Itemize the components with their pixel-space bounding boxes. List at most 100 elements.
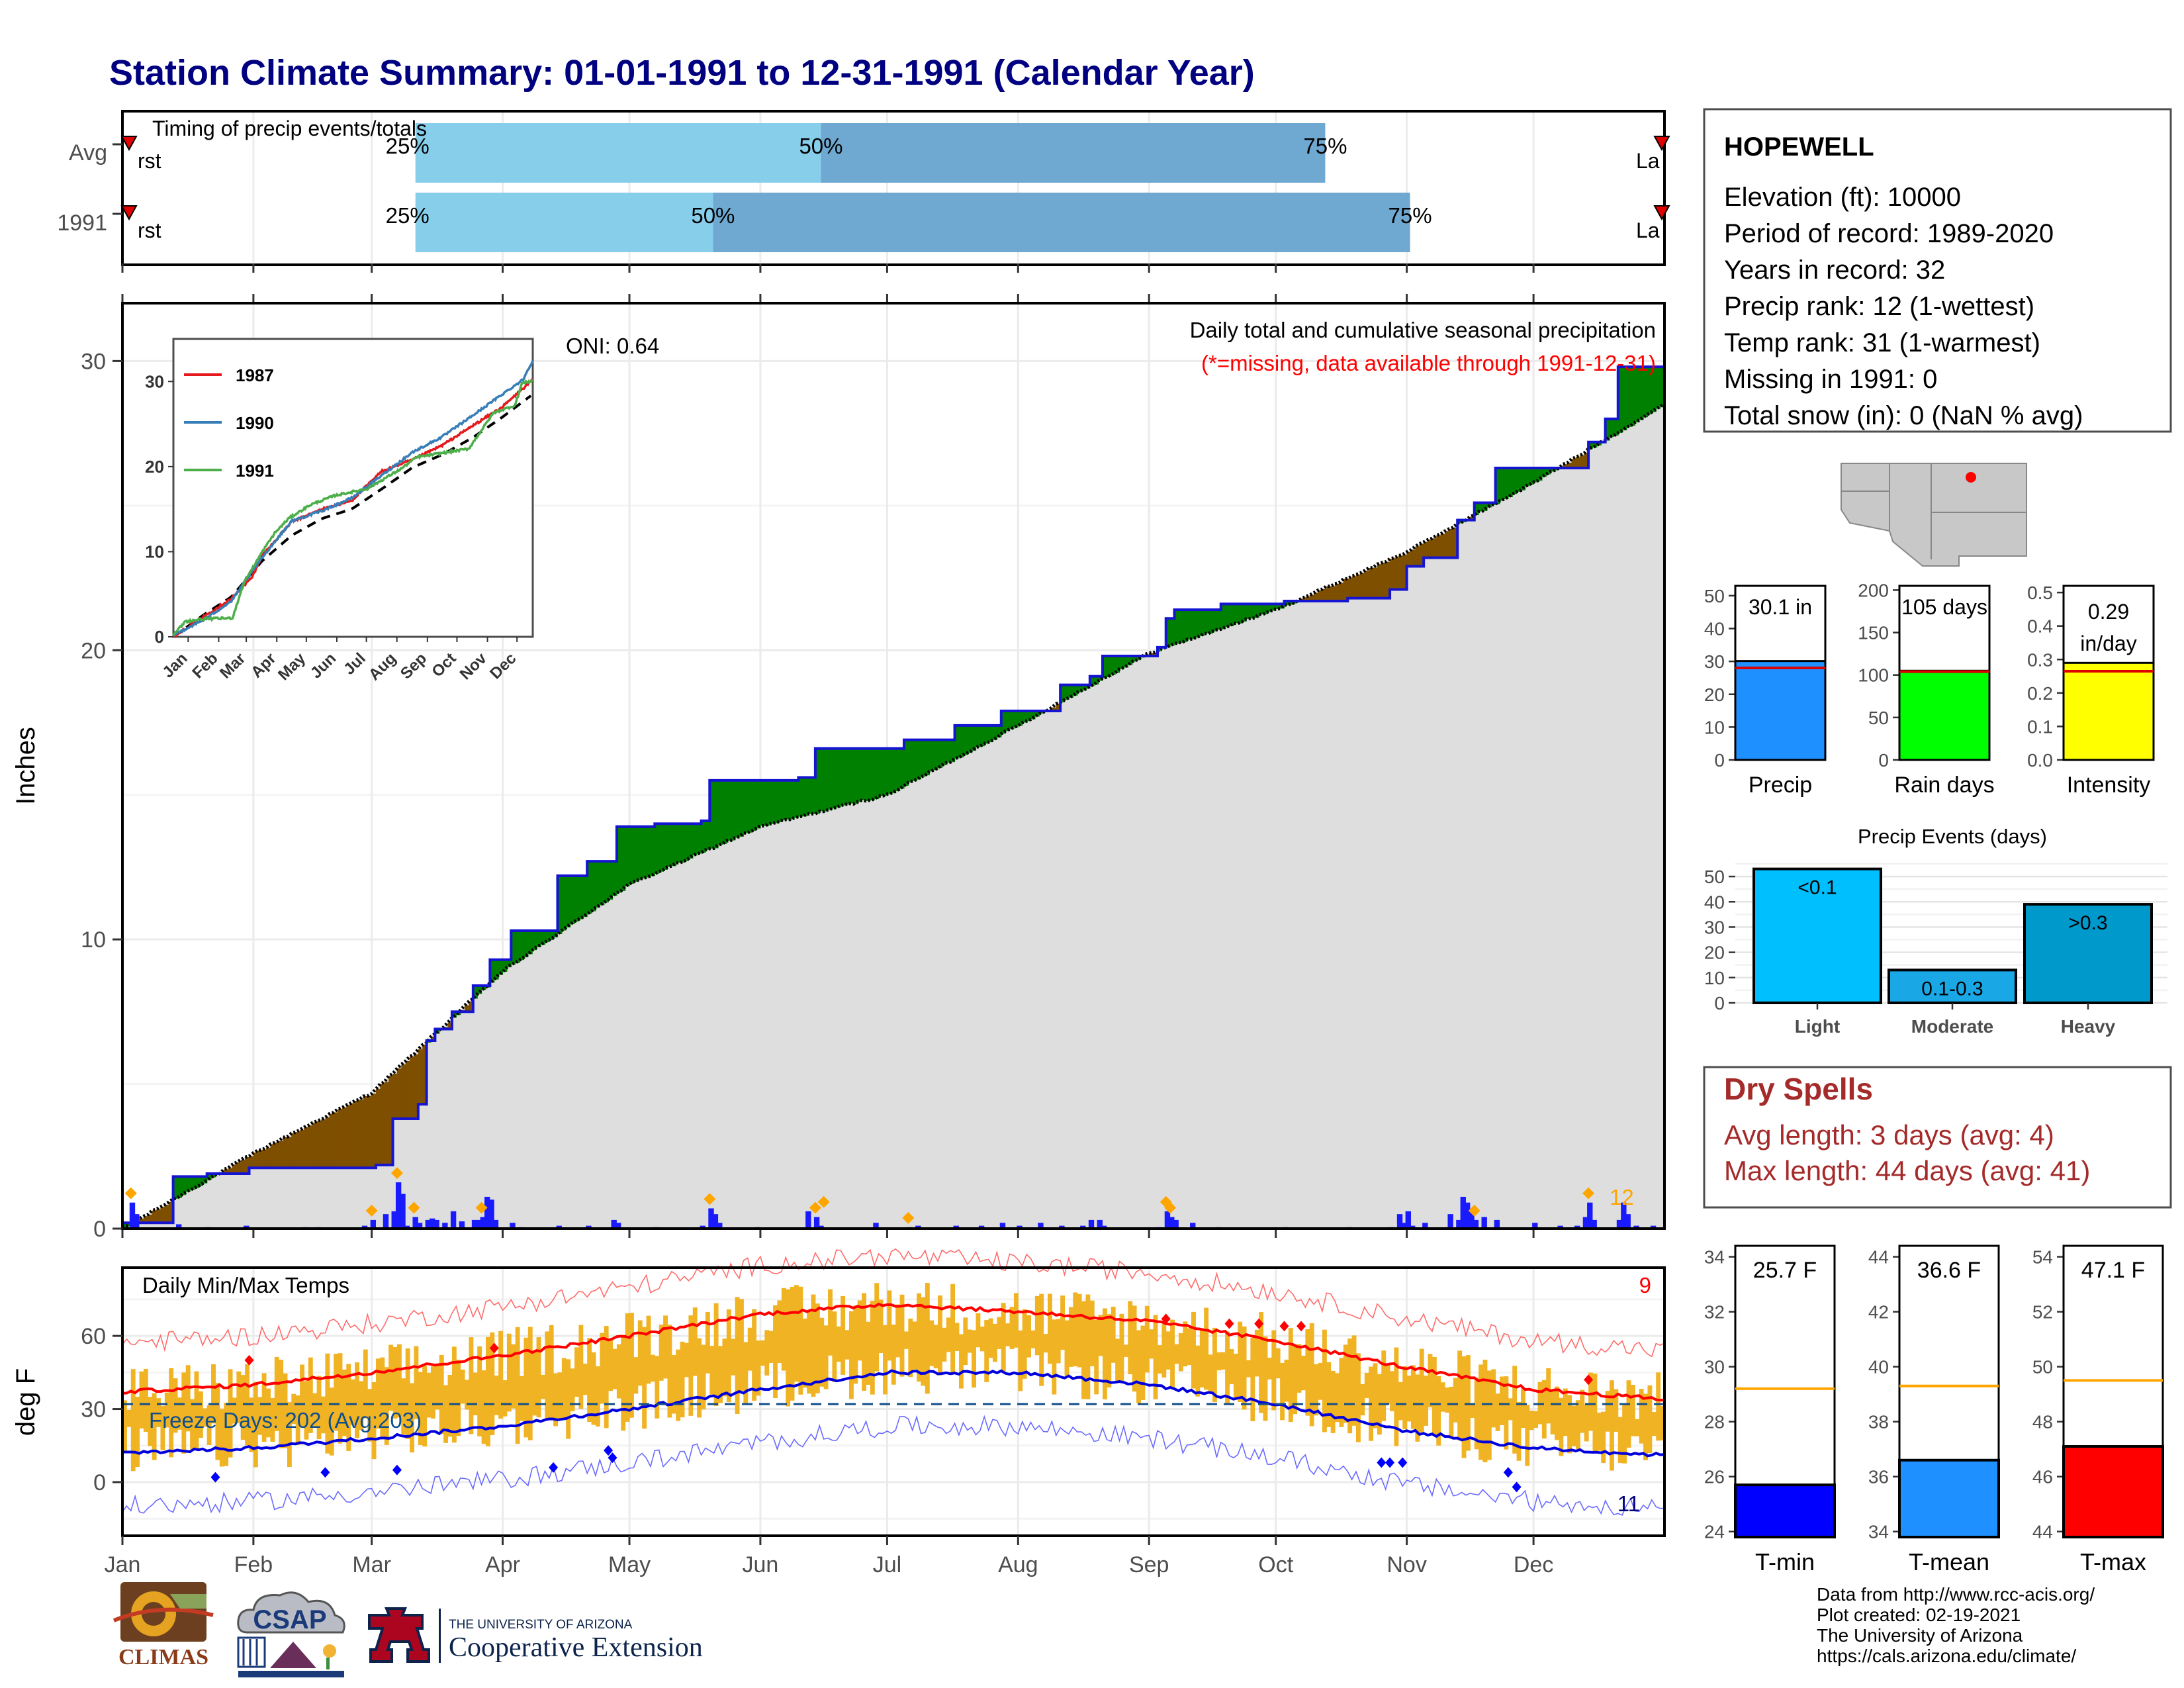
- deficit-fill: [279, 1141, 284, 1168]
- daily-temp-bar: [1639, 1389, 1644, 1444]
- daily-temp-bar: [1385, 1364, 1390, 1405]
- events-ytick-label: 20: [1704, 943, 1725, 963]
- ua-extension-text: Cooperative Extension: [449, 1632, 703, 1663]
- daily-precip-bar: [129, 1202, 136, 1229]
- surplus-fill: [676, 823, 681, 863]
- daily-temp-bar: [431, 1366, 435, 1419]
- daily-temp-bar: [511, 1344, 516, 1409]
- daily-temp-bar: [1474, 1378, 1479, 1450]
- daily-temp-bar: [1486, 1370, 1492, 1460]
- daily-temp-bar: [148, 1397, 153, 1446]
- surplus-fill: [523, 931, 529, 958]
- daily-temp-bar: [160, 1405, 165, 1450]
- deficit-fill: [1335, 583, 1340, 601]
- surplus-fill: [903, 739, 909, 786]
- surplus-fill: [506, 959, 512, 968]
- deficit-fill: [1390, 559, 1395, 590]
- deficit-fill: [388, 1076, 394, 1165]
- surplus-fill: [709, 780, 715, 849]
- daily-temp-bar: [291, 1393, 296, 1425]
- timing-bar-25-50: [415, 193, 713, 252]
- deficit-fill: [1056, 704, 1061, 711]
- daily-precip-bar: [708, 1208, 714, 1229]
- surplus-fill: [1525, 468, 1530, 487]
- daily-temp-bar: [582, 1363, 588, 1395]
- station-precip-rank: Precip rank: 12 (1-wettest): [1724, 292, 2035, 321]
- surplus-fill: [760, 780, 765, 826]
- daily-temp-bar: [545, 1331, 550, 1421]
- daily-temp-bar: [1153, 1315, 1158, 1399]
- deficit-fill: [405, 1060, 410, 1119]
- deficit-fill: [1309, 595, 1314, 601]
- surplus-fill: [794, 780, 799, 818]
- surplus-fill: [1212, 610, 1217, 632]
- daily-precip-bar: [1464, 1202, 1471, 1229]
- daily-temp-bar: [334, 1354, 339, 1431]
- daily-temp-bar: [1073, 1292, 1078, 1367]
- deficit-fill: [1428, 539, 1433, 558]
- surplus-fill: [1254, 604, 1259, 618]
- daily-temp-bar: [1630, 1384, 1635, 1436]
- daily-temp-bar: [1052, 1319, 1057, 1395]
- surplus-fill: [663, 823, 668, 870]
- surplus-fill: [557, 876, 563, 934]
- daily-temp-bar: [122, 1400, 127, 1452]
- surplus-fill: [1128, 655, 1133, 665]
- daily-temp-bar: [988, 1318, 993, 1358]
- summary-ytick-label: 0.5: [2027, 583, 2053, 603]
- surplus-fill: [1077, 684, 1082, 692]
- daily-temp-bar: [1229, 1348, 1234, 1385]
- daily-precip-bar: [1650, 1225, 1657, 1229]
- daily-temp-bar: [790, 1287, 795, 1401]
- surplus-fill: [1199, 610, 1205, 636]
- surplus-fill: [739, 780, 744, 837]
- daily-temp-bar: [984, 1320, 989, 1382]
- deficit-fill: [363, 1096, 368, 1168]
- daily-temp-bar: [1428, 1354, 1433, 1408]
- daily-temp-bar: [1457, 1350, 1463, 1441]
- daily-temp-bar: [1157, 1345, 1162, 1374]
- daily-temp-bar: [667, 1325, 672, 1418]
- surplus-fill: [958, 725, 964, 758]
- deficit-fill: [228, 1168, 233, 1174]
- deficit-fill: [469, 1001, 474, 1012]
- daily-temp-bar: [680, 1341, 685, 1418]
- daily-precip-bar: [1591, 1219, 1597, 1229]
- credit-university: The University of Arizona: [1817, 1625, 2023, 1646]
- surplus-fill: [1174, 610, 1179, 644]
- daily-temp-bar: [697, 1338, 702, 1418]
- daily-temp-bar: [401, 1378, 406, 1435]
- daily-temp-bar: [287, 1402, 292, 1468]
- daily-temp-bar: [1085, 1294, 1091, 1399]
- summary-ytick-label: 0: [1878, 750, 1889, 771]
- station-missing: Missing in 1991: 0: [1724, 365, 1938, 394]
- temp-bar-ytick-label: 50: [2032, 1357, 2053, 1378]
- daily-temp-bar: [130, 1369, 136, 1472]
- surplus-fill: [1533, 468, 1539, 483]
- daily-temp-bar: [253, 1382, 258, 1468]
- surplus-fill: [798, 777, 803, 817]
- daily-temp-bar: [1102, 1308, 1107, 1400]
- daily-temp-bar: [786, 1289, 791, 1407]
- daily-temp-bar: [1326, 1362, 1332, 1427]
- surplus-fill: [836, 748, 841, 808]
- summary-bar-value-label: 30.1 in: [1749, 595, 1812, 619]
- daily-temp-bar: [549, 1325, 554, 1420]
- surplus-fill: [1165, 618, 1171, 648]
- surplus-fill: [768, 780, 774, 824]
- daily-temp-bar: [718, 1346, 723, 1403]
- summary-bar-label: Rain days: [1894, 773, 1994, 798]
- surplus-fill: [1170, 618, 1175, 645]
- daily-temp-bar: [1064, 1320, 1069, 1376]
- daily-temp-bar: [1039, 1293, 1044, 1386]
- daily-temp-bar: [135, 1397, 140, 1467]
- daily-temp-bar: [388, 1344, 394, 1411]
- daily-temp-bar: [414, 1346, 419, 1419]
- surplus-fill: [498, 959, 504, 975]
- deficit-fill: [380, 1084, 385, 1165]
- daily-temp-bar: [1267, 1358, 1272, 1380]
- credits: Data from http://www.rcc-acis.org/ Plot …: [1817, 1584, 2161, 1666]
- daily-temp-bar: [1225, 1331, 1230, 1405]
- daily-temp-bar: [608, 1340, 613, 1391]
- daily-precip-bar: [1532, 1223, 1538, 1229]
